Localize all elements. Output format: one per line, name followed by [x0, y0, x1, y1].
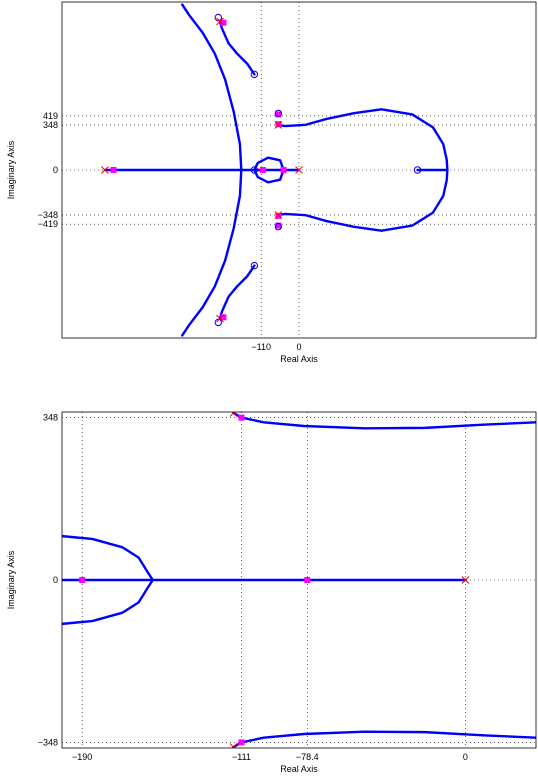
top-y-axis-label: Imaginary Axis [6, 140, 16, 199]
top-pole-marker [216, 17, 224, 26]
bottom-pole-marker [229, 412, 238, 417]
top-gain-marker [259, 167, 266, 173]
bottom-plot-frame [61, 411, 537, 749]
top-zero-marker [250, 261, 259, 270]
bottom-gain-marker [238, 414, 245, 421]
top-zero-marker [413, 166, 422, 174]
top-zero-marker [274, 109, 283, 118]
top-x-axis-label: Real Axis [280, 354, 318, 364]
bottom-locus-branch [232, 730, 536, 748]
bottom-x-tick-label: 0 [463, 752, 468, 762]
bottom-gain-marker [79, 577, 86, 583]
top-pole-marker [274, 211, 283, 219]
bottom-y-tick-label: −348 [38, 737, 58, 747]
top-zero-marker [250, 70, 259, 79]
top-poles [101, 17, 303, 323]
top-plot-frame [61, 1, 537, 339]
top-zero-marker [274, 222, 283, 231]
top-gain-marker [275, 222, 282, 229]
top-zero-marker [214, 318, 222, 327]
bottom-locus-branch [232, 412, 536, 430]
bottom-y-tick-label: 0 [53, 575, 58, 585]
top-gain-marker [275, 111, 282, 118]
bottom-gain-marker [238, 739, 245, 746]
top-pole-marker [216, 314, 224, 323]
top-locus-branches [103, 3, 449, 337]
top-gain-marker [220, 19, 227, 26]
bottom-y-axis-label: Imaginary Axis [6, 550, 16, 609]
top-y-tick-label: 419 [43, 111, 58, 121]
top-x-tick-labels: −110 0 [251, 342, 301, 352]
top-zeros [214, 13, 422, 327]
bottom-pole-marker [461, 576, 470, 584]
bottom-x-tick-label: −78.4 [296, 752, 319, 762]
bottom-x-axis-label: Real Axis [280, 764, 318, 774]
top-y-tick-label: 0 [53, 165, 58, 175]
bottom-y-tick-labels: −348 0 348 [38, 413, 58, 748]
bottom-x-tick-labels: −190 −111 −78.4 0 [72, 752, 468, 762]
top-pole-marker [295, 166, 303, 174]
bottom-locus-branches [62, 412, 536, 748]
top-gain-marker [275, 121, 282, 128]
bottom-x-tick-label: −190 [72, 752, 92, 762]
top-gain-marker [280, 167, 287, 173]
bottom-x-tick-label: −111 [232, 752, 251, 762]
top-x-tick-label: 0 [296, 342, 301, 352]
bottom-y-tick-label: 348 [43, 413, 58, 423]
bottom-gain-marker [304, 577, 311, 583]
top-gain-marker [220, 314, 227, 321]
top-x-tick-label: −110 [251, 342, 271, 352]
top-gain-marker [110, 167, 117, 173]
top-gain-marker [275, 212, 282, 219]
top-pole-marker [101, 166, 109, 174]
top-locus-branch [218, 20, 256, 76]
bottom-root-locus-plot: −190 −111 −78.4 0 −348 0 348 Real Axis Imagin… [6, 411, 537, 774]
bottom-pole-marker [229, 743, 238, 748]
top-y-tick-label: 348 [43, 120, 58, 130]
top-y-tick-label: −348 [38, 210, 58, 220]
top-zero-marker [250, 166, 259, 174]
top-pole-marker [274, 121, 283, 129]
bottom-poles [229, 412, 470, 748]
top-locus-branch [218, 264, 256, 320]
top-y-tick-label: −419 [38, 219, 58, 229]
top-gain-markers [110, 19, 287, 321]
top-zero-marker [214, 13, 222, 22]
bottom-gain-markers [79, 414, 311, 746]
